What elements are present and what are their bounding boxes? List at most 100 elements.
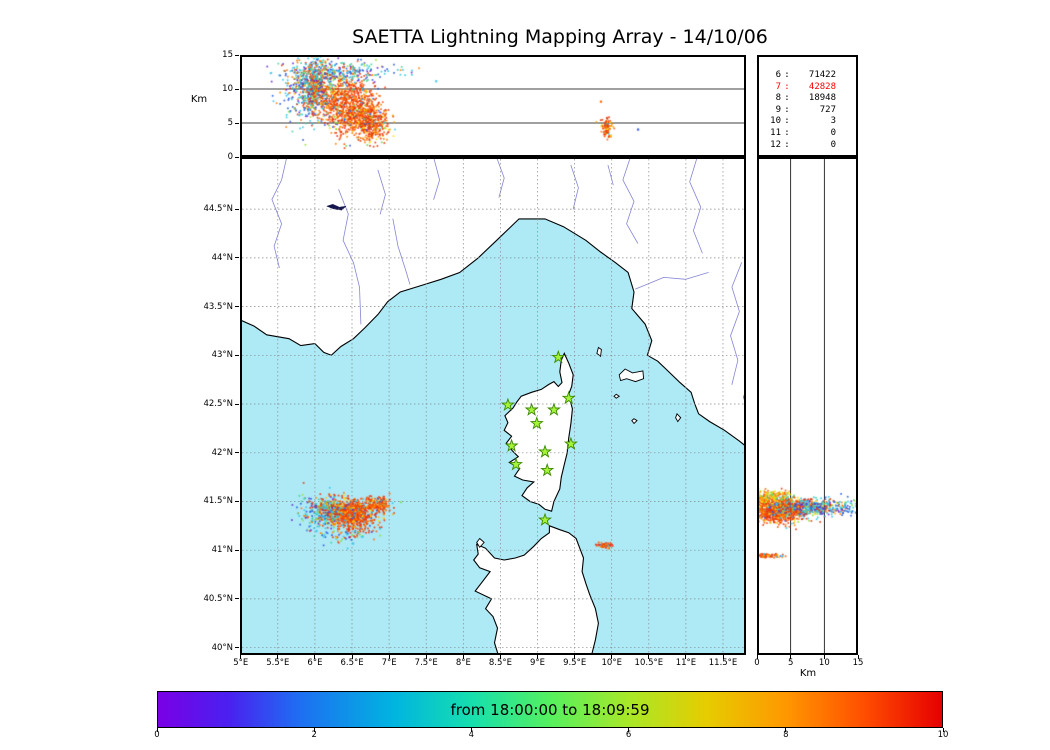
stats-row: 7:42828 — [759, 82, 856, 94]
longitude-tick-label: 8°E — [455, 658, 471, 668]
axis-tick — [235, 122, 239, 124]
axis-tick — [685, 655, 687, 659]
longitude-tick-label: 9°E — [530, 658, 546, 668]
latitude-tick-label: 42°N — [211, 447, 233, 458]
latitude-tick-label: 43°N — [211, 350, 233, 361]
axis-tick — [240, 655, 242, 659]
axis-tick — [235, 452, 239, 454]
source-count: 3 — [830, 116, 836, 127]
stats-row: 12:0 — [759, 140, 856, 152]
longitude-tick-label: 6°E — [307, 658, 323, 668]
axis-tick — [277, 655, 279, 659]
longitude-tick-label: 9.5°E — [563, 658, 587, 668]
axis-tick — [235, 354, 239, 356]
source-count: 71422 — [808, 70, 836, 80]
stats-row: 8:18948 — [759, 93, 856, 105]
axis-tick — [314, 655, 316, 659]
altitude-longitude-panel — [240, 55, 746, 157]
km-axis-label: Km — [799, 668, 817, 679]
axis-tick — [235, 156, 239, 158]
axis-tick — [628, 728, 630, 732]
axis-tick — [235, 306, 239, 308]
km-tick-label: 10 — [818, 658, 830, 668]
axis-tick — [790, 655, 792, 659]
longitude-tick-label: 8.5°E — [488, 658, 513, 668]
longitude-tick-label: 11°E — [675, 658, 697, 668]
stats-row: 6:71422 — [759, 70, 856, 82]
axis-tick — [942, 728, 944, 732]
altitude-tick-label: 5 — [227, 118, 233, 128]
altitude-longitude-scatter — [242, 57, 744, 155]
station-number: 6 — [775, 70, 781, 80]
latitude-tick-label: 42.5°N — [203, 399, 233, 410]
axis-tick — [235, 598, 239, 600]
latitude-tick-label: 44°N — [211, 252, 233, 263]
time-colorbar: from 18:00:00 to 18:09:59 — [157, 691, 943, 728]
km-tick-label: 15 — [852, 658, 864, 668]
axis-tick — [235, 549, 239, 551]
source-count: 42828 — [808, 81, 836, 92]
axis-tick — [388, 655, 390, 659]
altitude-tick-label: 10 — [222, 84, 233, 94]
axis-tick — [235, 257, 239, 259]
station-number: 11 — [770, 127, 781, 138]
altitude-tick-label: 15 — [222, 50, 233, 60]
axis-tick — [351, 655, 353, 659]
axis-tick — [823, 655, 825, 659]
axis-tick — [156, 728, 158, 732]
longitude-tick-label: 10.5°E — [634, 658, 664, 668]
axis-tick — [722, 655, 724, 659]
source-count: 0 — [830, 127, 836, 138]
station-number: 8 — [775, 93, 781, 104]
axis-tick — [462, 655, 464, 659]
colorbar-tick-label: 6 — [625, 730, 632, 740]
latitude-tick-label: 43.5°N — [203, 301, 233, 312]
axis-tick — [235, 647, 239, 649]
source-count: 727 — [819, 104, 836, 115]
axis-tick — [499, 655, 501, 659]
station-stats-panel: 6:71422 7:42828 8:18948 9:727 10:3 11:0 12:0 — [757, 55, 858, 157]
colorbar-tick-label: 8 — [783, 730, 789, 740]
altitude-tick-label: 0 — [227, 152, 233, 162]
colorbar-tick-label: 2 — [311, 730, 317, 740]
axis-tick — [574, 655, 576, 659]
axis-tick — [537, 655, 539, 659]
axis-tick — [235, 54, 239, 56]
axis-tick — [756, 655, 758, 659]
station-number: 12 — [770, 139, 781, 150]
longitude-tick-label: 7.5°E — [414, 658, 438, 668]
km-tick-label: 5 — [787, 658, 794, 668]
altitude-latitude-scatter — [759, 159, 856, 653]
source-count: 18948 — [808, 93, 836, 104]
latitude-tick-label: 41.5°N — [203, 496, 233, 507]
colorbar-tick-label: 10 — [937, 730, 949, 740]
colorbar-tick-label: 4 — [468, 730, 475, 740]
station-number: 7 — [775, 81, 781, 92]
altitude-axis-label: Km — [190, 94, 208, 105]
source-count: 0 — [830, 139, 836, 150]
longitude-tick-label: 7°E — [381, 658, 397, 668]
axis-tick — [235, 500, 239, 502]
latitude-tick-label: 40°N — [211, 642, 233, 653]
latitude-tick-label: 41°N — [211, 545, 233, 556]
axis-tick — [857, 655, 859, 659]
longitude-tick-label: 10°E — [601, 658, 622, 668]
km-tick-label: 0 — [754, 658, 760, 668]
map-panel — [240, 157, 746, 655]
station-number: 10 — [770, 116, 781, 127]
axis-tick — [235, 403, 239, 405]
axis-tick — [611, 655, 613, 659]
station-stats-rows: 6:71422 7:42828 8:18948 9:727 10:3 11:0 12:0 — [759, 57, 856, 151]
colorbar-label: from 18:00:00 to 18:09:59 — [450, 700, 650, 719]
colorbar-tick-label: 0 — [154, 730, 160, 740]
axis-tick — [785, 728, 787, 732]
chart-title: SAETTA Lightning Mapping Array - 14/10/0… — [352, 26, 768, 48]
longitude-tick-label: 6.5°E — [340, 658, 364, 668]
axis-tick — [648, 655, 650, 659]
longitude-tick-label: 11.5°E — [708, 658, 738, 668]
stats-row: 11:0 — [759, 128, 856, 140]
axis-tick — [235, 88, 239, 90]
axis-tick — [313, 728, 315, 732]
axis-tick — [235, 208, 239, 210]
